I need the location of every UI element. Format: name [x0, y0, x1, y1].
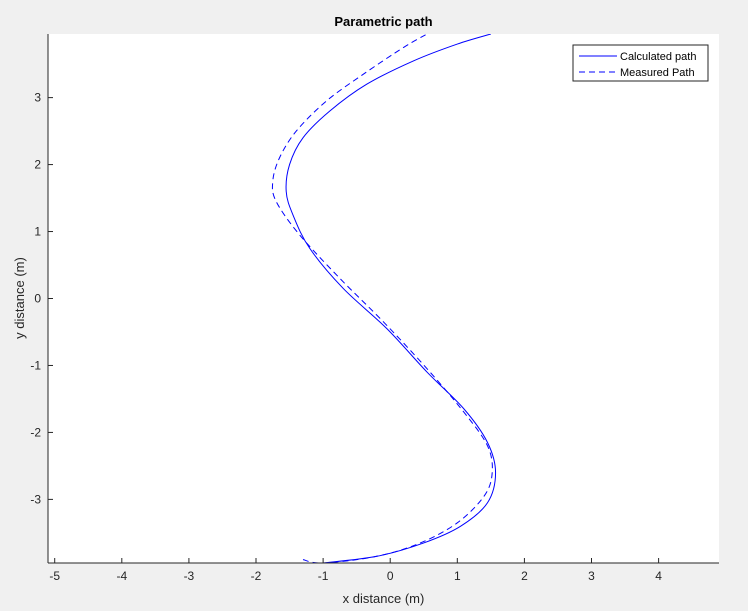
x-tick-label: -3 [184, 569, 195, 583]
x-ticks: -5 -4 -3 -2 -1 0 1 2 3 4 [49, 558, 662, 583]
x-tick-label: -4 [116, 569, 127, 583]
y-tick-label: 1 [34, 225, 41, 239]
x-tick-label: 2 [521, 569, 528, 583]
y-axis-label: y distance (m) [12, 257, 27, 339]
y-tick-label: 0 [34, 292, 41, 306]
x-tick-label: 4 [655, 569, 662, 583]
legend: Calculated path Measured Path [572, 44, 709, 82]
y-tick-label: 2 [34, 158, 41, 172]
y-tick-label: 3 [34, 91, 41, 105]
x-axis-label: x distance (m) [343, 591, 425, 606]
legend-label-2: Measured Path [620, 67, 695, 79]
x-tick-label: -2 [251, 569, 262, 583]
x-tick-label: 0 [387, 569, 394, 583]
series-line-1 [285, 34, 497, 563]
curves [271, 34, 497, 563]
y-tick-label: -3 [30, 492, 41, 506]
x-tick-label: 3 [588, 569, 595, 583]
x-tick-label: -1 [318, 569, 329, 583]
legend-box [572, 44, 709, 82]
y-tick-label: -2 [30, 425, 41, 439]
legend-label-1: Calculated path [620, 51, 696, 63]
x-tick-label: 1 [454, 569, 461, 583]
x-tick-label: -5 [49, 569, 60, 583]
series-line-2 [271, 34, 493, 563]
y-tick-label: -1 [30, 358, 41, 372]
plot-area [48, 34, 719, 563]
chart-title: Parametric path [334, 14, 432, 29]
y-ticks: -3 -2 -1 0 1 2 3 [30, 91, 53, 506]
